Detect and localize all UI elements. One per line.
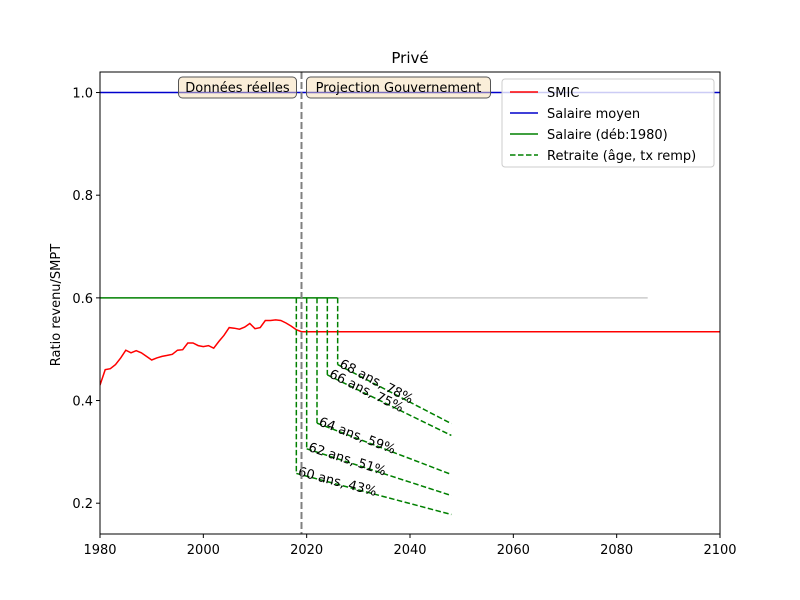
y-tick-label-3: 0.8 <box>72 189 93 204</box>
x-tick-label-2040: 2040 <box>393 543 426 558</box>
chart-title: Privé <box>391 49 428 67</box>
legend-label-4: Retraite (âge, tx remp) <box>547 149 696 164</box>
x-tick-label-2100: 2100 <box>703 543 736 558</box>
x-tick-label-2080: 2080 <box>600 543 633 558</box>
region-box-right <box>306 76 491 99</box>
x-tick-label-2060: 2060 <box>497 543 530 558</box>
y-tick-label-0: 0.2 <box>72 497 93 512</box>
retirement-line-4 <box>327 374 452 437</box>
region-label-left: Données réelles <box>185 81 290 96</box>
retirement-line-5 <box>337 363 452 425</box>
y-axis-label: Ratio revenu/SMPT <box>49 244 64 366</box>
region-box-left <box>178 76 297 99</box>
y-tick-label-1: 0.4 <box>72 395 93 410</box>
series-line-smic <box>100 319 720 386</box>
legend-label-1: SMIC <box>547 86 579 101</box>
legend-label-2: Salaire moyen <box>547 107 640 122</box>
retirement-line-2 <box>306 448 452 497</box>
legend-box <box>501 78 715 168</box>
retirement-line-1 <box>296 472 452 516</box>
y-tick-label-4: 1.0 <box>72 87 93 102</box>
y-tick-label-2: 0.6 <box>72 292 93 307</box>
region-label-right: Projection Gouvernement <box>316 81 482 96</box>
x-tick-label-1980: 1980 <box>83 543 116 558</box>
legend-label-3: Salaire (déb:1980) <box>547 128 668 143</box>
x-tick-label-2000: 2000 <box>187 543 220 558</box>
x-tick-label-2020: 2020 <box>290 543 323 558</box>
